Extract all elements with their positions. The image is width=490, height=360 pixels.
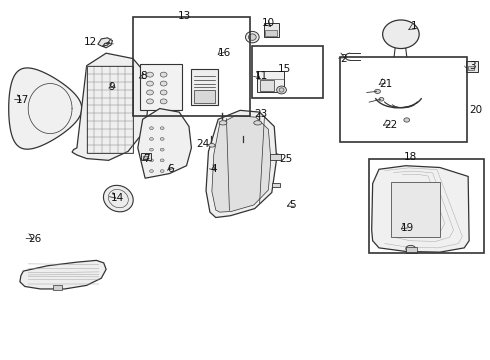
Ellipse shape (147, 99, 153, 104)
Polygon shape (20, 260, 106, 289)
Ellipse shape (404, 118, 410, 122)
Text: 3: 3 (469, 61, 476, 71)
Text: 20: 20 (469, 105, 482, 115)
Bar (192, 69, 218, 105)
Text: 13: 13 (177, 11, 191, 21)
Bar (133, 18, 250, 116)
Bar (141, 153, 151, 160)
Text: 12: 12 (84, 37, 98, 48)
Ellipse shape (406, 246, 416, 252)
Ellipse shape (147, 90, 153, 95)
Bar (467, 66, 473, 70)
Bar (406, 247, 416, 253)
Text: 15: 15 (277, 64, 291, 74)
Polygon shape (372, 166, 469, 252)
Text: 8: 8 (140, 71, 147, 81)
Polygon shape (98, 38, 113, 48)
Ellipse shape (248, 34, 256, 40)
Ellipse shape (160, 127, 164, 130)
Ellipse shape (147, 81, 153, 86)
Ellipse shape (219, 121, 227, 125)
Ellipse shape (279, 88, 284, 92)
Bar (264, 23, 279, 37)
Text: 11: 11 (255, 71, 268, 81)
Text: 24: 24 (196, 139, 210, 149)
Bar (270, 154, 281, 160)
Text: 9: 9 (109, 82, 115, 92)
Ellipse shape (149, 138, 153, 140)
Ellipse shape (149, 159, 153, 162)
Bar (260, 80, 274, 91)
Bar (466, 61, 478, 72)
Text: 5: 5 (289, 200, 295, 210)
Ellipse shape (374, 89, 380, 94)
Bar (52, 285, 62, 290)
Bar (257, 71, 284, 93)
Bar (252, 46, 323, 98)
Text: 18: 18 (404, 152, 417, 162)
Text: 2: 2 (340, 54, 346, 64)
Text: 26: 26 (28, 234, 42, 244)
Ellipse shape (103, 185, 133, 212)
Ellipse shape (160, 138, 164, 140)
Polygon shape (206, 111, 277, 217)
Ellipse shape (160, 170, 164, 172)
Ellipse shape (147, 72, 153, 77)
Text: 17: 17 (16, 95, 29, 105)
Bar (195, 90, 215, 103)
Ellipse shape (160, 72, 167, 77)
Ellipse shape (254, 121, 262, 125)
Bar (140, 64, 182, 111)
Ellipse shape (160, 81, 167, 86)
Text: 14: 14 (111, 193, 124, 203)
Bar (369, 158, 484, 253)
Text: 22: 22 (384, 120, 397, 130)
Ellipse shape (383, 20, 419, 49)
Text: 10: 10 (262, 18, 275, 28)
Bar (272, 183, 280, 187)
Ellipse shape (379, 98, 384, 101)
Polygon shape (9, 68, 82, 149)
Ellipse shape (160, 99, 167, 104)
Polygon shape (212, 116, 271, 212)
Bar (340, 57, 466, 143)
Bar (391, 182, 440, 237)
Bar (266, 30, 277, 36)
Polygon shape (72, 53, 150, 160)
Text: 19: 19 (401, 223, 414, 233)
Ellipse shape (149, 127, 153, 130)
Text: 7: 7 (143, 154, 149, 163)
Ellipse shape (277, 86, 287, 94)
Text: 16: 16 (218, 48, 231, 58)
Ellipse shape (245, 31, 259, 43)
Ellipse shape (160, 148, 164, 151)
Ellipse shape (149, 170, 153, 172)
Ellipse shape (209, 144, 215, 147)
Ellipse shape (149, 148, 153, 151)
Text: 25: 25 (279, 154, 293, 163)
Polygon shape (138, 109, 192, 178)
Bar (143, 156, 147, 158)
Text: 6: 6 (167, 164, 173, 174)
Ellipse shape (160, 159, 164, 162)
Text: 4: 4 (211, 164, 218, 174)
Text: 1: 1 (411, 21, 417, 31)
Ellipse shape (160, 90, 167, 95)
Text: 23: 23 (255, 109, 268, 119)
Text: 21: 21 (379, 78, 392, 89)
Bar (87, 66, 133, 153)
